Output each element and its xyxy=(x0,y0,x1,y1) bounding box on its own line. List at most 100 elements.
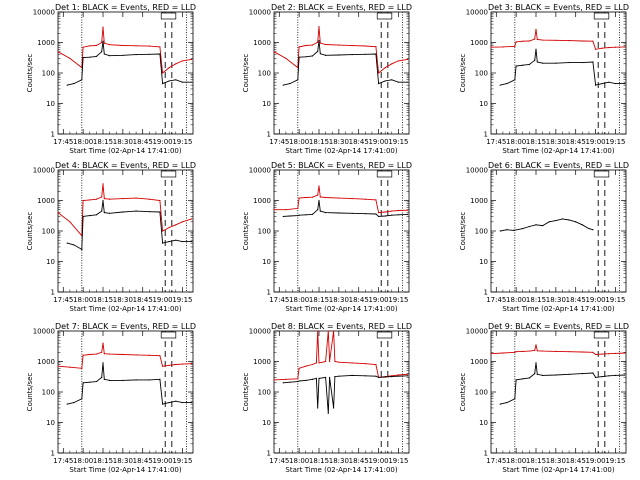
series-point-events xyxy=(89,56,91,58)
series-point-events xyxy=(375,53,377,55)
series-point-lld xyxy=(319,42,321,44)
x-tick-label: 18:15 xyxy=(93,296,113,304)
series-point-lld xyxy=(391,210,393,212)
x-tick-label: 18:00 xyxy=(289,138,309,146)
series-point-events xyxy=(101,51,103,53)
series-point-events xyxy=(536,61,538,63)
series-point-lld xyxy=(534,349,536,352)
series-point-lld xyxy=(502,46,504,48)
series-point-events xyxy=(102,40,104,42)
series-point-events xyxy=(282,382,284,384)
series-point-lld xyxy=(614,352,617,354)
series-point-events xyxy=(297,380,299,383)
series-point-lld xyxy=(581,351,583,353)
x-tick-label: 18:45 xyxy=(133,138,153,146)
series-point-lld xyxy=(377,72,380,74)
series-point-events xyxy=(561,218,564,220)
series-point-events xyxy=(592,372,594,374)
x-tick-label: 17:45 xyxy=(486,296,506,304)
plot-frame xyxy=(490,169,627,293)
series-point-events xyxy=(575,221,577,223)
y-tick-label: 10 xyxy=(479,100,488,108)
y-tick-label: 1 xyxy=(267,289,271,297)
series-point-lld xyxy=(407,373,409,375)
x-tick-label: 17:45 xyxy=(486,138,506,146)
series-point-events xyxy=(161,403,164,405)
series-point-lld xyxy=(555,39,557,41)
series-point-lld xyxy=(535,344,537,346)
series-point-events xyxy=(601,375,603,378)
series-point-events xyxy=(522,64,524,66)
series-point-lld xyxy=(490,46,492,48)
y-tick-label: 1 xyxy=(484,289,488,297)
series-point-lld xyxy=(535,28,537,30)
series-point-lld xyxy=(311,196,313,198)
series-point-events xyxy=(161,82,164,85)
y-tick-label: 10000 xyxy=(249,167,271,175)
series-point-lld xyxy=(95,353,97,355)
series-point-events xyxy=(542,225,544,227)
series-point-lld xyxy=(364,45,366,47)
series-point-lld xyxy=(555,350,557,352)
series-point-events xyxy=(506,82,508,85)
series-point-lld xyxy=(536,38,538,41)
series-point-lld xyxy=(135,354,137,356)
y-tick-label: 10000 xyxy=(33,167,55,175)
x-tick-label: 19:15 xyxy=(172,138,192,146)
series-point-lld xyxy=(594,48,597,50)
series-point-events xyxy=(384,80,386,82)
series-point-lld xyxy=(624,352,626,354)
series-point-lld xyxy=(338,197,340,199)
series-point-lld xyxy=(514,351,516,353)
series-point-lld xyxy=(135,45,137,47)
series-point-events xyxy=(122,379,124,382)
x-tick-label: 18:15 xyxy=(526,457,546,465)
x-tick-label: 18:45 xyxy=(349,296,369,304)
series-point-events xyxy=(568,219,570,221)
series-point-events xyxy=(375,213,377,215)
series-point-events xyxy=(364,213,366,215)
y-tick-label: 10 xyxy=(46,100,55,108)
series-point-lld xyxy=(568,351,570,353)
series-point-lld xyxy=(102,183,104,185)
x-tick-label: 18:45 xyxy=(566,138,586,146)
series-point-events xyxy=(315,377,317,379)
series-point-lld xyxy=(101,351,103,353)
series-point-events xyxy=(377,82,380,85)
interval-bracket xyxy=(593,12,610,20)
x-tick-label: 18:00 xyxy=(73,296,93,304)
series-point-events xyxy=(542,62,544,64)
y-tick-label: 1 xyxy=(484,450,488,458)
series-point-events xyxy=(499,84,501,86)
series-point-lld xyxy=(122,353,124,356)
series-point-events xyxy=(614,374,617,377)
y-tick-label: 10 xyxy=(479,419,488,427)
x-tick-label: 18:45 xyxy=(349,457,369,465)
series-point-lld xyxy=(328,360,331,363)
series-line-events xyxy=(67,362,192,405)
series-point-events xyxy=(317,407,319,409)
series-point-events xyxy=(181,81,184,83)
x-tick-label: 18:15 xyxy=(526,296,546,304)
series-point-lld xyxy=(319,196,321,198)
series-point-lld xyxy=(82,199,84,202)
series-point-events xyxy=(514,398,516,400)
series-point-lld xyxy=(168,226,170,229)
x-axis-label: Start Time (02-Apr-14 17:41:00) xyxy=(285,305,397,313)
series-point-lld xyxy=(305,365,307,367)
series-point-events xyxy=(159,211,161,213)
x-tick-label: 19:00 xyxy=(585,296,605,304)
series-point-lld xyxy=(311,363,313,366)
series-point-lld xyxy=(298,367,300,369)
series-point-events xyxy=(548,221,550,223)
series-point-events xyxy=(397,81,400,83)
x-tick-label: 18:30 xyxy=(546,138,566,146)
x-tick-label: 18:45 xyxy=(133,457,153,465)
chart-title: Det 5: BLACK = Events, RED = LLD xyxy=(271,161,412,170)
series-point-lld xyxy=(351,362,353,364)
x-tick-label: 19:15 xyxy=(605,138,625,146)
series-point-events xyxy=(391,375,393,378)
x-tick-label: 18:00 xyxy=(506,296,526,304)
series-point-events xyxy=(364,53,366,55)
